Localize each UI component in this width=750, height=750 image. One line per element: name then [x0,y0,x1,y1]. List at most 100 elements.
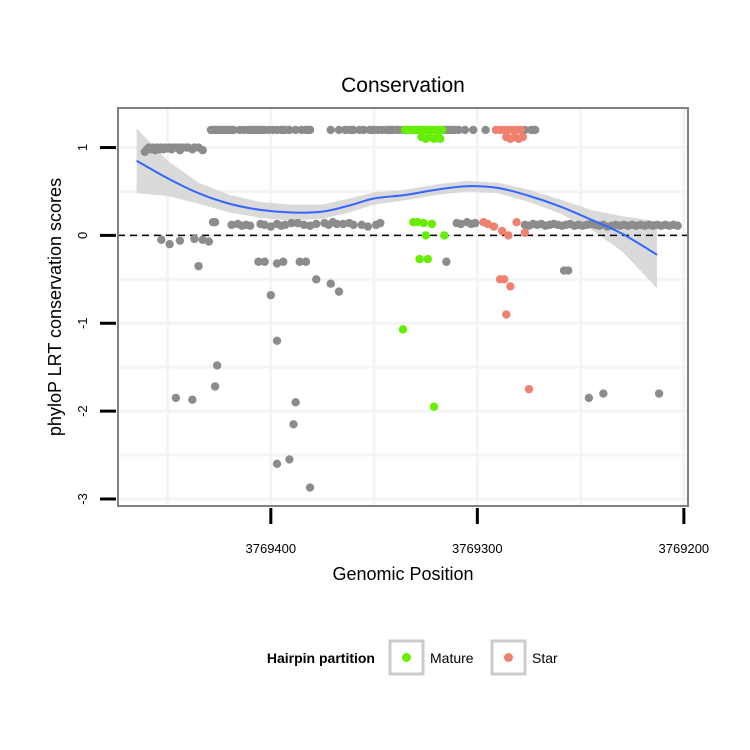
data-point-mature [415,254,424,264]
legend-label-mature: Mature [430,650,474,666]
legend-title: Hairpin partition [267,650,375,666]
data-point-other [334,287,344,296]
data-point-other [312,275,321,284]
data-point-mature [423,254,432,264]
data-point-other [530,125,540,135]
data-point-other [210,218,220,227]
data-point-other [227,220,236,230]
data-point-mature [440,231,449,240]
x-tick-label: 3769300 [452,541,503,556]
x-axis: 3769400 3769300 3769200 [246,508,710,556]
y-tick-label: 0 [75,232,90,239]
data-point-other [295,257,304,266]
data-point-other [359,125,368,135]
data-point-other [564,266,573,275]
data-point-other [654,389,664,398]
data-point-other [198,145,207,155]
data-point-other [332,219,342,229]
data-point-other [312,219,321,229]
data-point-other [291,125,300,135]
data-point-other [460,125,470,135]
data-point-other [471,218,480,228]
data-point-other [272,336,282,346]
data-point-star [499,275,509,284]
data-point-star [520,228,530,237]
data-point-mature [438,125,447,135]
data-point-other [175,236,185,245]
data-point-other [289,420,298,429]
data-point-other [210,382,220,391]
y-axis-label: phyloP LRT conservation scores [45,178,65,436]
legend-label-star: Star [532,650,558,666]
data-points [140,125,682,492]
data-point-other [254,257,263,266]
data-point-star [502,310,511,319]
y-tick-label: -2 [75,405,90,417]
data-point-star [497,226,507,236]
data-point-mature [427,219,437,229]
data-point-other [299,220,309,230]
data-point-mature [398,325,408,334]
confidence-ribbon [136,128,658,289]
data-point-star [504,231,513,240]
data-point-other [481,125,490,135]
data-point-other [212,361,222,370]
data-point-mature [419,218,428,228]
data-point-other [291,398,300,407]
plot-panel-border [117,107,689,507]
data-point-other [204,237,214,246]
y-tick-label: 1 [75,144,90,151]
x-axis-label: Genomic Position [332,564,473,584]
data-point-other [165,239,174,249]
data-point-other [272,459,282,469]
data-point-other [194,261,203,271]
data-point-other [305,125,315,135]
legend-symbol-mature [402,653,411,662]
data-point-other [326,125,335,135]
data-point-other [266,290,276,300]
data-point-star [489,222,499,231]
data-point-other [334,125,344,135]
smooth-line-layer [136,159,658,256]
y-axis: -3 -2 -1 0 1 [75,144,116,505]
series-other [140,125,682,492]
data-point-star [524,384,534,394]
data-point-other [245,221,255,230]
x-tick-label: 3769400 [246,541,297,556]
data-point-other [338,219,348,229]
data-point-other [442,257,451,266]
data-point-mature [413,218,422,227]
data-point-other [599,389,608,398]
data-point-other [363,222,373,231]
data-point-other [454,125,463,135]
series-star [479,125,534,394]
data-point-other [229,125,238,135]
data-point-other [305,483,315,492]
data-point-star [512,218,521,227]
data-point-mature [429,402,439,411]
data-point-mature [421,231,430,240]
data-point-other [349,125,358,135]
data-point-star [516,125,525,135]
data-point-other [301,257,311,266]
legend-symbol-star [504,653,513,662]
data-point-other [171,393,181,403]
y-tick-label: -3 [75,493,90,505]
data-point-mature [435,134,445,143]
data-point-other [260,257,269,266]
data-point-other [349,220,358,230]
smooth-fit-line [136,159,658,256]
data-point-other [285,455,294,464]
data-point-other [279,257,288,266]
data-point-other [157,235,166,244]
data-point-other [469,125,478,135]
data-point-other [376,218,385,228]
data-point-star [518,132,527,142]
data-point-other [673,221,682,230]
data-point-other [326,279,335,288]
x-tick-label: 3769200 [659,541,710,556]
data-point-other [190,234,199,244]
legend: Hairpin partition Mature Star [267,639,558,676]
data-point-other [285,125,294,135]
